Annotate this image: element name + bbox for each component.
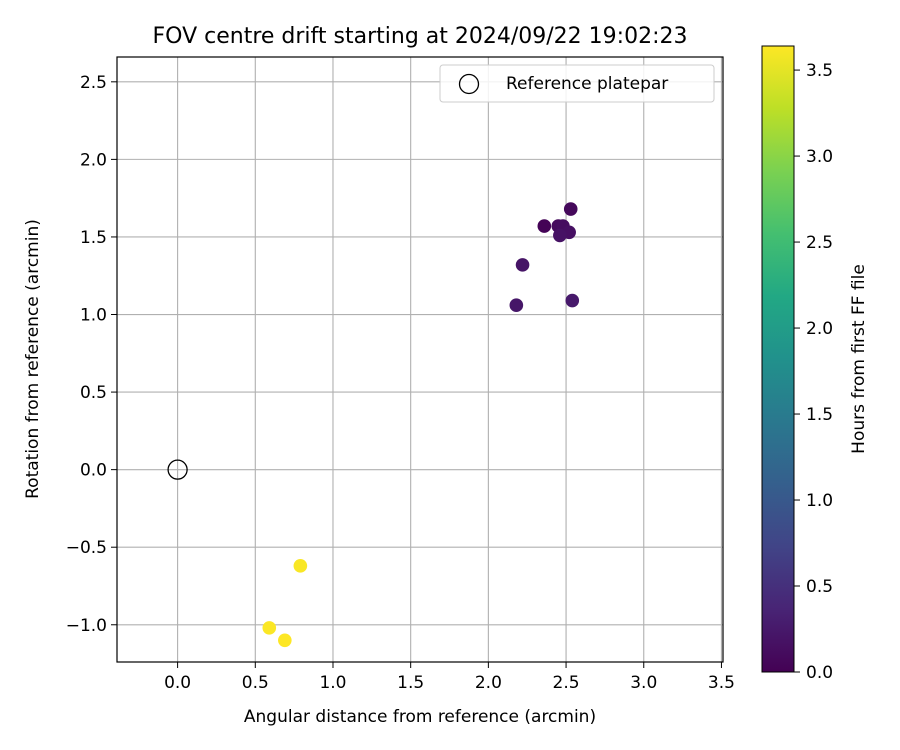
data-point bbox=[553, 228, 567, 243]
x-tick-label: 3.5 bbox=[708, 673, 735, 693]
colorbar-tick-label: 3.5 bbox=[806, 61, 833, 81]
x-axis-label: Angular distance from reference (arcmin) bbox=[244, 707, 596, 727]
colorbar-tick-label: 1.5 bbox=[806, 405, 833, 425]
y-axis-label: Rotation from reference (arcmin) bbox=[23, 219, 43, 499]
grid bbox=[117, 57, 723, 662]
colorbar-tick-label: 2.0 bbox=[806, 319, 833, 339]
y-tick-label: 1.0 bbox=[80, 306, 107, 326]
y-tick-label: 2.5 bbox=[80, 73, 107, 93]
colorbar: 0.0 0.5 1.0 1.5 2.0 2.5 3.0 3.5 Hours from firs… bbox=[761, 45, 869, 683]
legend: Reference platepar bbox=[439, 64, 715, 103]
x-ticks: 0.0 0.5 1.0 1.5 2.0 2.5 3.0 3.5 bbox=[164, 662, 735, 693]
x-tick-label: 2.5 bbox=[553, 673, 580, 693]
colorbar-label: Hours from first FF file bbox=[849, 264, 869, 454]
chart-title: FOV centre drift starting at 2024/09/22 … bbox=[153, 24, 688, 49]
colorbar-tick-label: 3.0 bbox=[806, 147, 833, 167]
reference-point bbox=[167, 459, 188, 480]
colorbar-ticks: 0.0 0.5 1.0 1.5 2.0 2.5 3.0 3.5 bbox=[794, 61, 833, 683]
x-tick-label: 1.0 bbox=[319, 673, 346, 693]
data-point bbox=[565, 293, 580, 308]
y-tick-label: −0.5 bbox=[66, 538, 107, 558]
data-point bbox=[537, 219, 552, 233]
x-tick-label: 2.0 bbox=[475, 673, 502, 693]
data-point bbox=[515, 258, 530, 272]
y-tick-label: −1.0 bbox=[66, 616, 107, 636]
data-point bbox=[262, 621, 277, 635]
x-tick-label: 0.0 bbox=[164, 673, 191, 693]
y-tick-label: 0.0 bbox=[80, 461, 107, 481]
x-tick-label: 3.0 bbox=[630, 673, 657, 693]
plot-frame bbox=[116, 56, 724, 663]
legend-label: Reference platepar bbox=[506, 74, 668, 94]
x-tick-label: 1.5 bbox=[397, 673, 424, 693]
data-point bbox=[563, 202, 578, 216]
data-point bbox=[278, 633, 292, 648]
y-ticks: −1.0 −0.5 0.0 0.5 1.0 1.5 2.0 2.5 bbox=[66, 73, 117, 636]
colorbar-tick-label: 0.0 bbox=[806, 663, 833, 683]
data-points bbox=[167, 202, 580, 648]
colorbar-gradient bbox=[761, 45, 795, 673]
colorbar-tick-label: 0.5 bbox=[806, 577, 833, 597]
colorbar-tick-label: 1.0 bbox=[806, 491, 833, 511]
y-tick-label: 0.5 bbox=[80, 383, 107, 403]
x-tick-label: 0.5 bbox=[242, 673, 269, 693]
colorbar-tick-label: 2.5 bbox=[806, 233, 833, 253]
y-tick-label: 2.0 bbox=[80, 150, 107, 170]
y-tick-label: 1.5 bbox=[80, 228, 107, 248]
data-point bbox=[293, 559, 308, 573]
legend-marker bbox=[458, 73, 480, 95]
data-point bbox=[509, 298, 524, 313]
legend-box bbox=[439, 64, 715, 103]
